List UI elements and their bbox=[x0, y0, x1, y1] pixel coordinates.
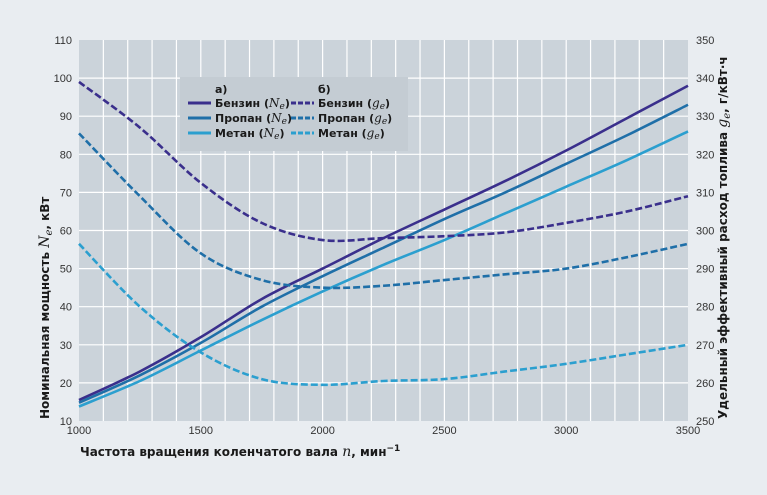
y-right-tick-label: 270 bbox=[696, 340, 714, 352]
y-right-tick-label: 250 bbox=[696, 416, 714, 428]
y-left-tick-label: 30 bbox=[60, 340, 72, 352]
series-line-ge-3 bbox=[78, 80, 689, 243]
y-right-tick-label: 350 bbox=[696, 35, 714, 47]
legend-group-b-title: б) bbox=[318, 83, 331, 96]
x-tick-label: 2000 bbox=[310, 425, 334, 437]
series-lines bbox=[78, 80, 689, 408]
legend-item: Метан (Ne) bbox=[215, 126, 285, 142]
y-right-tick-label: 260 bbox=[696, 378, 714, 390]
legend-item: Бензин (ge) bbox=[318, 96, 390, 112]
x-tick-label: 3500 bbox=[676, 425, 700, 437]
x-tick-label: 1500 bbox=[189, 425, 213, 437]
y-axis-right-ticks: 250 260 270 280 290 300 310 320 330 340 350 bbox=[696, 35, 714, 428]
legend-item: Метан (ge) bbox=[318, 126, 385, 142]
y-axis-left-ticks: 10 20 30 40 50 60 70 80 90 100 110 bbox=[54, 35, 72, 428]
x-tick-label: 3000 bbox=[554, 425, 578, 437]
y-left-tick-label: 50 bbox=[60, 264, 72, 276]
y-right-tick-label: 320 bbox=[696, 149, 714, 161]
legend-item: Пропан (Ne) bbox=[215, 111, 292, 127]
y-left-tick-label: 90 bbox=[60, 111, 72, 123]
y-right-tick-label: 290 bbox=[696, 264, 714, 276]
y-left-tick-label: 100 bbox=[54, 73, 72, 85]
y-left-tick-label: 110 bbox=[54, 35, 72, 47]
x-tick-label: 2500 bbox=[432, 425, 456, 437]
legend-box bbox=[180, 77, 408, 151]
y-axis-right-label: Удельный эффективный расход топлива ge, … bbox=[715, 56, 733, 419]
y-left-tick-label: 10 bbox=[60, 416, 72, 428]
y-left-tick-label: 40 bbox=[60, 302, 72, 314]
y-right-tick-label: 340 bbox=[696, 73, 714, 85]
series-line-ge-5 bbox=[78, 242, 689, 387]
y-axis-left-label: Номинальная мощность Ne, кВт bbox=[37, 197, 55, 419]
series-line-ne-2 bbox=[78, 130, 689, 408]
y-left-tick-label: 80 bbox=[60, 149, 72, 161]
legend-group-a-title: а) bbox=[215, 83, 227, 96]
y-left-tick-label: 60 bbox=[60, 226, 72, 238]
legend-item: Пропан (ge) bbox=[318, 111, 392, 127]
y-left-tick-label: 20 bbox=[60, 378, 72, 390]
y-right-tick-label: 280 bbox=[696, 302, 714, 314]
x-axis-label: Частота вращения коленчатого вала n, мин… bbox=[80, 444, 400, 460]
legend-item: Бензин (Ne) bbox=[215, 96, 290, 112]
series-line-ne-1 bbox=[78, 103, 689, 404]
y-left-tick-label: 70 bbox=[60, 187, 72, 199]
y-right-tick-label: 300 bbox=[696, 226, 714, 238]
series-line-ge-4 bbox=[78, 132, 689, 290]
x-axis-ticks: 1000 1500 2000 2500 3000 3500 bbox=[67, 425, 700, 437]
x-tick-label: 1000 bbox=[67, 425, 91, 437]
y-right-tick-label: 330 bbox=[696, 111, 714, 123]
legend: а) б) Бензин (Ne)Пропан (Ne)Метан (Ne) Бенз… bbox=[180, 77, 408, 151]
y-right-tick-label: 310 bbox=[696, 187, 714, 199]
